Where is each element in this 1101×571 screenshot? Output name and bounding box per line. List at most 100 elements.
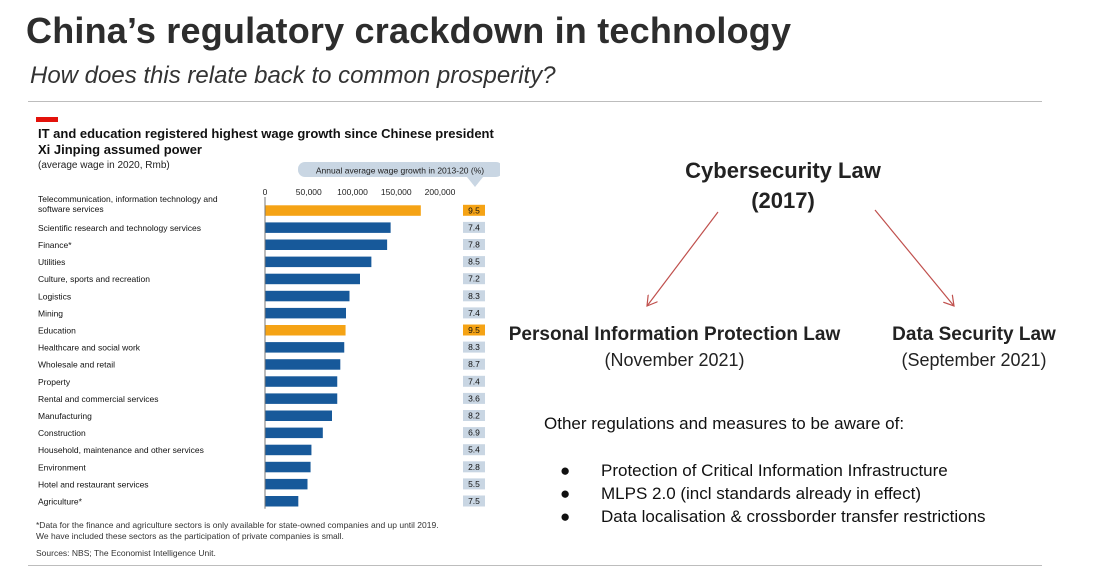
cybersecurity-law-year: (2017): [751, 188, 815, 213]
growth-value-label: 9.5: [468, 325, 480, 335]
category-label: Healthcare and social work: [38, 343, 141, 353]
growth-value-box: [463, 427, 485, 439]
growth-value-label: 3.6: [468, 393, 480, 403]
bullet-icon: ●: [560, 461, 571, 480]
bar: [265, 444, 312, 456]
top-divider: [28, 101, 1042, 102]
growth-header-pill: [298, 162, 500, 177]
growth-value-box: [463, 221, 485, 233]
growth-value-label: 8.2: [468, 411, 480, 421]
bar: [265, 342, 345, 353]
growth-value-label: 5.4: [468, 445, 480, 455]
pipl-law: Personal Information Protection Law (Nov…: [502, 324, 847, 371]
chart-title: IT and education registered highest wage…: [38, 126, 494, 157]
growth-value-box: [463, 273, 485, 285]
arrow-to-dsl: [874, 209, 954, 306]
growth-value-label: 6.9: [468, 428, 480, 438]
growth-value-box: [463, 204, 485, 216]
growth-value-label: 7.4: [468, 222, 480, 232]
wage-chart: Annual average wage growth in 2013-20 (%…: [38, 162, 500, 509]
x-tick-label: 0: [263, 187, 268, 197]
bar: [265, 478, 308, 490]
growth-value-label: 5.5: [468, 479, 480, 489]
growth-value-box: [463, 290, 485, 302]
growth-value-label: 8.7: [468, 359, 480, 369]
slide-subtitle: How does this relate back to common pros…: [30, 62, 556, 89]
bar: [265, 256, 372, 268]
bar: [265, 290, 350, 302]
bar: [265, 496, 299, 507]
growth-value-label: 8.5: [468, 257, 480, 267]
growth-value-box: [463, 256, 485, 268]
cybersecurity-law: Cybersecurity Law (2017): [658, 156, 908, 216]
growth-value-label: 7.4: [468, 308, 480, 318]
growth-value-label: 8.3: [468, 342, 480, 352]
chart-footnote: *Data for the finance and agriculture se…: [36, 520, 496, 542]
growth-value-label: 2.8: [468, 462, 480, 472]
category-label: Finance*: [38, 240, 72, 250]
x-tick-label: 200,000: [425, 187, 456, 197]
growth-value-box: [463, 341, 485, 353]
chart-source: Sources: NBS; The Economist Intelligence…: [36, 548, 216, 558]
category-label: Wholesale and retail: [38, 360, 115, 370]
dsl-law-name: Data Security Law: [892, 324, 1056, 345]
category-label: Household, maintenance and other service…: [38, 445, 204, 455]
category-label: Scientific research and technology servi…: [38, 223, 201, 233]
bar: [265, 427, 323, 439]
growth-value-box: [463, 239, 485, 250]
growth-value-box: [463, 478, 485, 490]
growth-value-label: 7.4: [468, 376, 480, 386]
bar: [265, 393, 338, 404]
category-label: Construction: [38, 428, 86, 438]
growth-value-box: [463, 307, 485, 319]
chart-footnote-line-2: We have included these sectors as the pa…: [36, 531, 344, 541]
growth-value-label: 7.5: [468, 496, 480, 506]
list-item-text: Protection of Critical Information Infra…: [601, 461, 948, 480]
bar: [265, 239, 388, 250]
pipl-law-date: (November 2021): [604, 350, 745, 370]
growth-value-box: [463, 358, 485, 370]
dsl-law: Data Security Law (September 2021): [888, 324, 1060, 371]
bar: [265, 273, 360, 285]
bar: [265, 376, 338, 387]
bar: [265, 410, 332, 421]
chart-subtitle: (average wage in 2020, Rmb): [38, 160, 170, 171]
growth-value-label: 7.8: [468, 240, 480, 250]
x-tick-label: 150,000: [381, 187, 412, 197]
list-item: ● Data localisation & crossborder transfe…: [560, 505, 986, 528]
category-label: Environment: [38, 462, 86, 472]
cybersecurity-law-name: Cybersecurity Law: [685, 158, 881, 183]
category-label: Manufacturing: [38, 411, 92, 421]
category-label: Culture, sports and recreation: [38, 274, 150, 284]
category-label: Mining: [38, 308, 63, 318]
list-item-text: Data localisation & crossborder transfer…: [601, 507, 986, 526]
other-regulations-intro: Other regulations and measures to be awa…: [544, 414, 905, 433]
growth-value-box: [463, 461, 485, 473]
growth-value-box: [463, 375, 485, 387]
slide-title: China’s regulatory crackdown in technolo…: [26, 10, 792, 51]
growth-header-label: Annual average wage growth in 2013-20 (%…: [316, 166, 484, 176]
list-item-text: MLPS 2.0 (incl standards already in effe…: [601, 484, 922, 503]
category-label: Telecommunication, information technolog…: [38, 194, 218, 214]
growth-header-pointer: [467, 177, 483, 187]
bar: [265, 359, 341, 370]
bullet-icon: ●: [560, 507, 571, 526]
bottom-divider: [28, 565, 1042, 566]
category-label: Hotel and restaurant services: [38, 479, 149, 489]
x-tick-label: 100,000: [337, 187, 368, 197]
list-item: ● MLPS 2.0 (incl standards already in eff…: [560, 482, 986, 505]
x-tick-label: 50,000: [296, 187, 322, 197]
category-label: Education: [38, 326, 76, 336]
growth-value-box: [463, 410, 485, 421]
growth-value-label: 9.5: [468, 205, 480, 215]
growth-value-box: [463, 392, 485, 404]
growth-value-label: 8.3: [468, 291, 480, 301]
other-regulations-list: ● Protection of Critical Information Infr…: [560, 459, 986, 528]
chart-footnote-line-1: *Data for the finance and agriculture se…: [36, 520, 439, 530]
bar: [265, 325, 346, 336]
arrow-to-pipl: [647, 211, 719, 306]
list-item: ● Protection of Critical Information Infr…: [560, 459, 986, 482]
category-label: Agriculture*: [38, 497, 83, 507]
wage-chart-panel: IT and education registered highest wage…: [30, 110, 500, 565]
growth-value-box: [463, 444, 485, 456]
